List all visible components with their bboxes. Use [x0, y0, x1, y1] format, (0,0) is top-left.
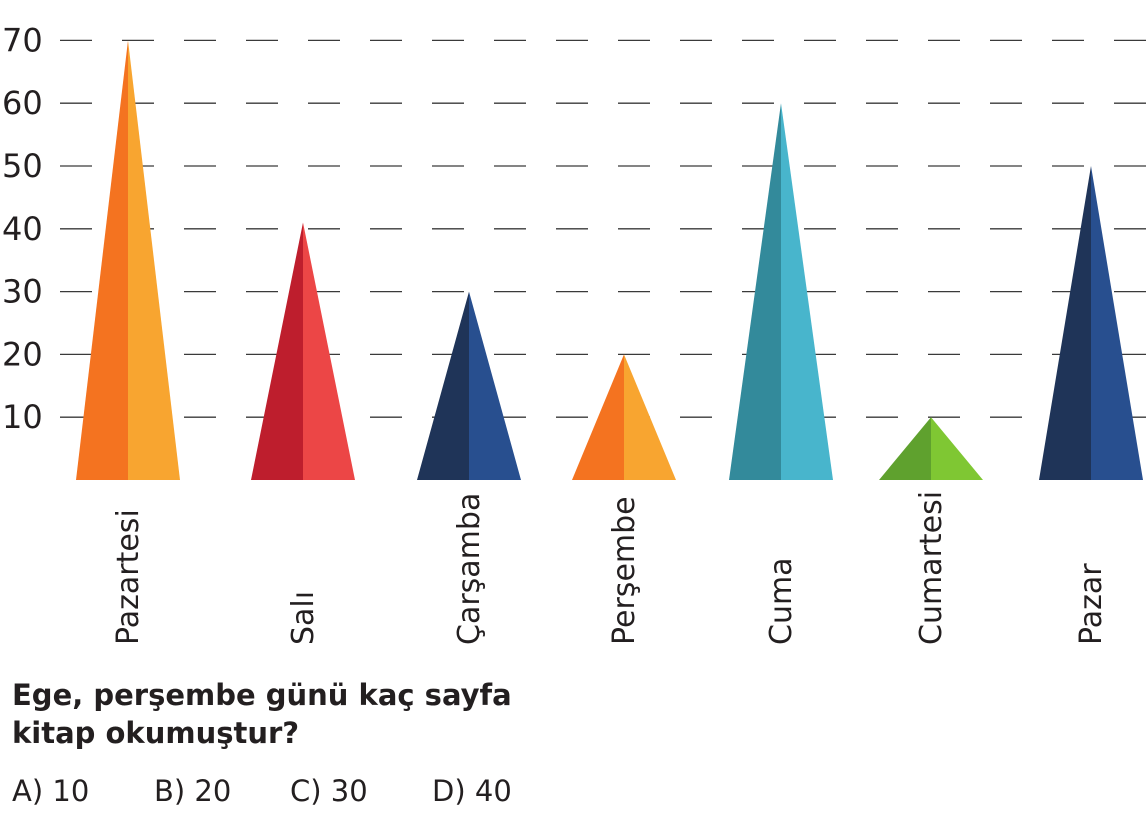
bar [879, 417, 983, 480]
bar [572, 354, 676, 480]
bar [251, 222, 355, 480]
x-tick-label: Perşembe [607, 496, 642, 645]
bar [417, 291, 521, 480]
bar-left-half [572, 354, 624, 480]
bar-right-half [781, 103, 833, 480]
bar [729, 103, 833, 480]
x-tick-label: Salı [286, 591, 321, 645]
y-tick-label: 50 [2, 147, 43, 185]
bar-left-half [879, 417, 931, 480]
bar-left-half [729, 103, 781, 480]
bar-left-half [417, 291, 469, 480]
bar [1039, 166, 1143, 480]
question-line-2: kitap okumuştur? [12, 716, 300, 750]
x-tick-label: Çarşamba [452, 493, 487, 645]
y-tick-label: 60 [2, 84, 43, 122]
bar-left-half [76, 40, 128, 481]
bars [76, 40, 1143, 481]
x-axis-labels: Pazartesi Salı Çarşamba Perşembe Cuma Cumarte… [111, 491, 1109, 645]
x-tick-label: Pazartesi [111, 509, 146, 645]
x-tick-label: Cuma [764, 557, 799, 645]
bar-left-half [1039, 166, 1091, 480]
bar-right-half [469, 291, 521, 480]
question-line-1: Ege, perşembe günü kaç sayfa [12, 678, 512, 712]
option-c[interactable]: C) 30 [290, 774, 368, 808]
bar-right-half [128, 40, 180, 481]
x-tick-label: Cumartesi [914, 491, 949, 645]
option-d[interactable]: D) 40 [432, 774, 512, 808]
bar-right-half [303, 222, 355, 480]
option-a[interactable]: A) 10 [12, 774, 90, 808]
y-tick-label: 40 [2, 210, 43, 248]
bar-right-half [1091, 166, 1143, 480]
pyramid-bar-chart: 10 20 30 40 50 60 70 Pazartesi Salı Çarşamba Perş… [2, 21, 1148, 645]
y-tick-label: 70 [2, 21, 43, 59]
y-axis-ticks: 10 20 30 40 50 60 70 [2, 21, 43, 436]
y-tick-label: 10 [2, 398, 43, 436]
bar-right-half [624, 354, 676, 480]
gridlines [60, 39, 1148, 418]
y-tick-label: 20 [2, 335, 43, 373]
bar-left-half [251, 222, 303, 480]
question-text: Ege, perşembe günü kaç sayfa kitap okumu… [12, 676, 572, 752]
x-tick-label: Pazar [1074, 563, 1109, 645]
bar-right-half [931, 417, 983, 480]
option-b[interactable]: B) 20 [154, 774, 232, 808]
bar [76, 40, 180, 481]
y-tick-label: 30 [2, 273, 43, 311]
